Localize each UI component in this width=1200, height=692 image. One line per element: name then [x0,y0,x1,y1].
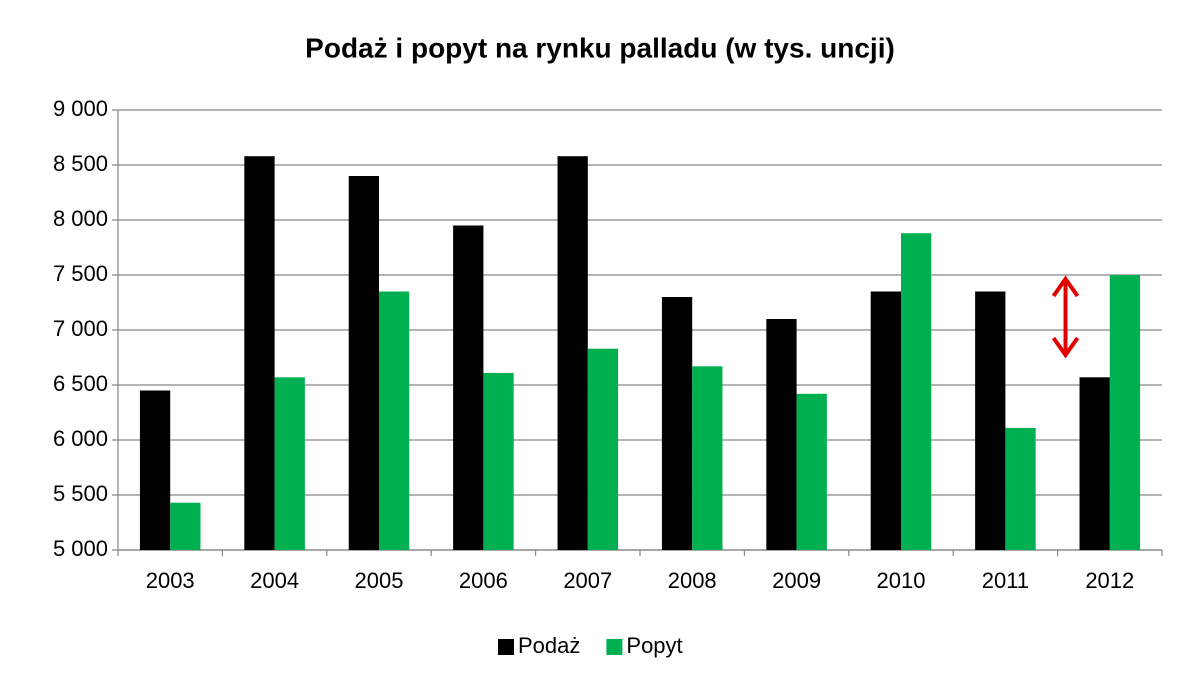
bar [483,372,514,550]
chart-title: Podaż i popyt na rynku palladu (w tys. u… [305,32,895,63]
x-tick-label: 2005 [355,568,404,593]
bar [766,319,797,550]
y-tick-label: 8 000 [53,206,108,231]
x-tick-label: 2008 [668,568,717,593]
bar [692,366,723,550]
bar [1109,275,1141,550]
y-tick-label: 5 000 [53,536,108,561]
bar [1005,427,1036,550]
bar [901,233,932,550]
bar [661,297,693,550]
bar [796,393,827,550]
y-tick-label: 9 000 [53,96,108,121]
bar [244,156,275,550]
bar [557,156,588,550]
bar [870,291,901,550]
y-tick-label: 8 500 [53,151,108,176]
annotation-arrowhead [1051,336,1080,359]
legend-swatch [606,639,623,655]
x-tick-label: 2007 [563,568,612,593]
y-tick-label: 7 500 [53,261,108,286]
bar [453,225,484,550]
bar [170,502,201,550]
legend-label: Popyt [626,633,682,658]
y-tick-label: 6 500 [53,371,108,396]
bar [139,390,171,550]
x-tick-label: 2012 [1085,568,1134,593]
x-tick-label: 2004 [250,568,299,593]
annotation-arrowhead [1051,275,1080,298]
x-tick-label: 2009 [772,568,821,593]
x-tick-label: 2010 [877,568,926,593]
legend-label: Podaż [518,633,580,658]
bar [975,291,1006,550]
y-tick-label: 7 000 [53,316,108,341]
bar [1079,377,1110,550]
y-tick-label: 5 500 [53,481,108,506]
bar [587,348,619,550]
x-tick-label: 2011 [982,568,1029,593]
x-tick-label: 2006 [459,568,508,593]
y-tick-label: 6 000 [53,426,108,451]
bar [274,377,305,550]
bar [348,176,379,550]
bar [379,291,410,550]
x-tick-label: 2003 [146,568,195,593]
legend-swatch [498,639,514,655]
